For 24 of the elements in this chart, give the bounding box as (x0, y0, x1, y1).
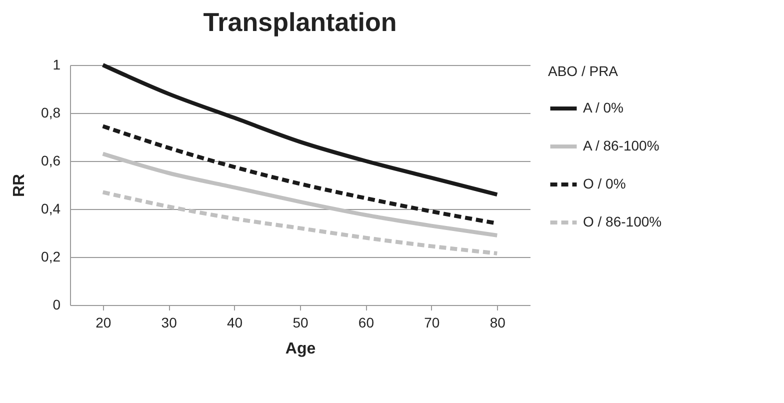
x-axis-title: Age (285, 340, 316, 358)
x-tick-label: 80 (490, 314, 506, 330)
x-tick-label: 60 (358, 314, 374, 330)
line-series (100, 190, 500, 256)
y-axis-title: RR (11, 174, 28, 198)
legend-label: O / 0% (583, 176, 626, 192)
y-tick-label: 0,6 (41, 152, 61, 168)
y-tick-label: 0,2 (41, 248, 61, 264)
x-tick-label: 40 (226, 314, 243, 330)
y-tick-label: 0,8 (41, 104, 61, 120)
legend-title: ABO / PRA (548, 63, 619, 79)
x-tick-label: 30 (161, 314, 178, 330)
chart-title: Transplantation (203, 7, 397, 37)
x-tick-label: 20 (96, 314, 112, 330)
x-tick-label: 70 (424, 314, 440, 330)
legend-label: A / 86-100% (583, 138, 660, 154)
legend-label: A / 0% (583, 100, 624, 116)
y-tick-label: 1 (52, 56, 61, 72)
y-tick-label: 0 (52, 296, 61, 312)
line-series (100, 152, 500, 238)
line-series (100, 63, 500, 197)
legend-label: O / 86-100% (583, 214, 662, 230)
y-tick-label: 0,4 (41, 200, 61, 216)
x-tick-label: 50 (292, 314, 308, 330)
